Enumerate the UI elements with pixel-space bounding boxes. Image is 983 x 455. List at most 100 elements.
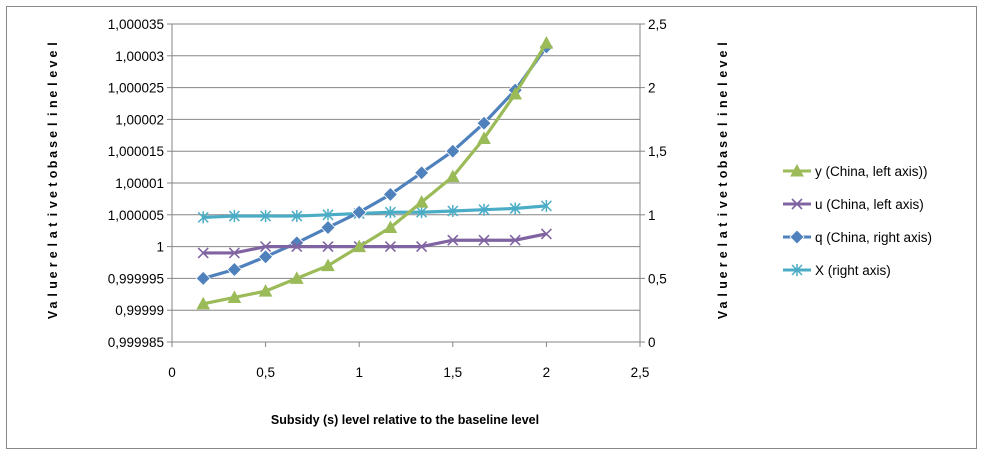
left-tick-label: 0,999995: [108, 271, 164, 286]
left-axis-ticks: 0,999985 0,99999 0,999995 1 1,000005 1,00001 1…: [108, 17, 172, 350]
axis-title-char: e: [716, 91, 730, 98]
axis-title-char: V: [716, 310, 730, 319]
star-marker: [478, 203, 490, 216]
x-marker: [791, 198, 803, 210]
axis-title-char: b: [46, 160, 60, 168]
axis-title-char: o: [716, 170, 730, 178]
axis-title-char: i: [716, 213, 730, 216]
axis-title-char: v: [716, 61, 730, 68]
axis-title-char: V: [46, 310, 60, 319]
diamond-marker: [445, 143, 461, 159]
axis-title-char: a: [46, 230, 60, 238]
star-marker: [447, 204, 459, 217]
right-tick-label: 0,5: [648, 271, 667, 286]
legend-label: u (China, left axis): [815, 197, 924, 212]
axis-title-char: e: [46, 271, 60, 278]
x-marker: [291, 241, 303, 253]
diamond-marker: [382, 186, 398, 203]
right-tick-label: 1,5: [648, 144, 667, 159]
legend-item: y (China, left axis)): [783, 163, 928, 179]
axis-title-char: o: [46, 170, 60, 178]
legend-item: X (right axis): [783, 263, 891, 278]
triangle-marker: [477, 131, 491, 144]
triangle-marker: [321, 258, 335, 272]
axis-title-char: e: [46, 191, 60, 198]
axis-title-char: e: [46, 251, 60, 258]
axis-title-char: v: [716, 201, 730, 208]
left-tick-label: 1,000005: [108, 208, 164, 223]
right-tick-label: 1: [648, 208, 656, 223]
star-marker: [416, 206, 428, 219]
axis-title-char: a: [716, 300, 730, 308]
axis-title-char: t: [46, 222, 60, 227]
diamond-marker: [195, 270, 211, 286]
axis-title-char: i: [46, 213, 60, 216]
axis-title-char: b: [716, 160, 730, 168]
right-tick-label: 0: [648, 335, 656, 350]
star-marker: [291, 210, 303, 223]
series-line: [202, 45, 548, 280]
star-marker: [509, 202, 521, 215]
left-tick-label: 1,00002: [115, 112, 164, 127]
series-line: [203, 204, 547, 219]
diamond-marker: [226, 261, 242, 278]
axis-title-char: l: [716, 42, 730, 45]
axis-title-char: a: [716, 150, 730, 158]
triangle-marker: [289, 271, 304, 284]
axis-title-char: v: [46, 61, 60, 68]
left-tick-label: 0,99999: [115, 303, 164, 318]
x-tick-label: 2: [543, 365, 551, 380]
x-marker: [322, 241, 334, 253]
star-marker: [228, 210, 240, 223]
left-tick-label: 0,999985: [108, 335, 164, 350]
axis-title-char: r: [716, 262, 730, 267]
triangle-marker: [352, 239, 367, 253]
triangle-marker: [258, 284, 273, 297]
x-axis-label: Subsidy (s) level relative to the baseli…: [271, 413, 539, 427]
axis-title-char: u: [46, 281, 60, 289]
left-tick-label: 1,00001: [115, 176, 164, 191]
right-tick-label: 2,5: [648, 17, 667, 32]
x-axis-ticks: 0 0,5 1 1,5 2 2,5: [168, 342, 649, 380]
diamond-marker: [320, 219, 336, 236]
axis-title-char: e: [46, 91, 60, 98]
legend-label: X (right axis): [815, 263, 891, 278]
diamond-marker: [351, 204, 367, 220]
axis-title-char: u: [716, 281, 730, 289]
axis-title-char: l: [46, 82, 60, 85]
x-marker: [260, 241, 272, 253]
axis-title-char: l: [46, 243, 60, 246]
axis-title-char: n: [46, 100, 60, 108]
legend: y (China, left axis)) u (China, left axis…: [783, 163, 932, 278]
axis-title-char: t: [716, 222, 730, 227]
axis-title-char: n: [716, 100, 730, 108]
x-marker: [228, 247, 240, 259]
x-marker: [384, 241, 396, 253]
diamond-marker: [258, 249, 274, 265]
x-tick-label: 0,5: [256, 365, 275, 380]
x-marker: [447, 234, 459, 246]
x-marker: [416, 241, 428, 253]
chart-area: [6, 6, 977, 449]
axis-title-char: e: [46, 51, 60, 58]
axis-title-char: i: [716, 113, 730, 116]
axis-title-char: e: [716, 271, 730, 278]
star-marker: [260, 210, 272, 223]
axis-title-char: e: [716, 131, 730, 138]
series-line: [203, 232, 547, 255]
left-tick-label: 1,000035: [108, 17, 164, 32]
axis-title-char: a: [46, 300, 60, 308]
triangle-marker: [196, 296, 211, 310]
triangle-marker: [539, 36, 554, 49]
legend-label: q (China, right axis): [815, 230, 932, 245]
diamond-marker: [789, 229, 805, 245]
axis-title-char: l: [46, 123, 60, 126]
left-tick-label: 1,000025: [108, 81, 164, 96]
axis-title-char: l: [46, 293, 60, 296]
left-tick-label: 1,000015: [108, 144, 164, 159]
star-marker: [384, 206, 396, 219]
right-tick-label: 2: [648, 81, 656, 96]
triangle-marker: [227, 290, 242, 303]
